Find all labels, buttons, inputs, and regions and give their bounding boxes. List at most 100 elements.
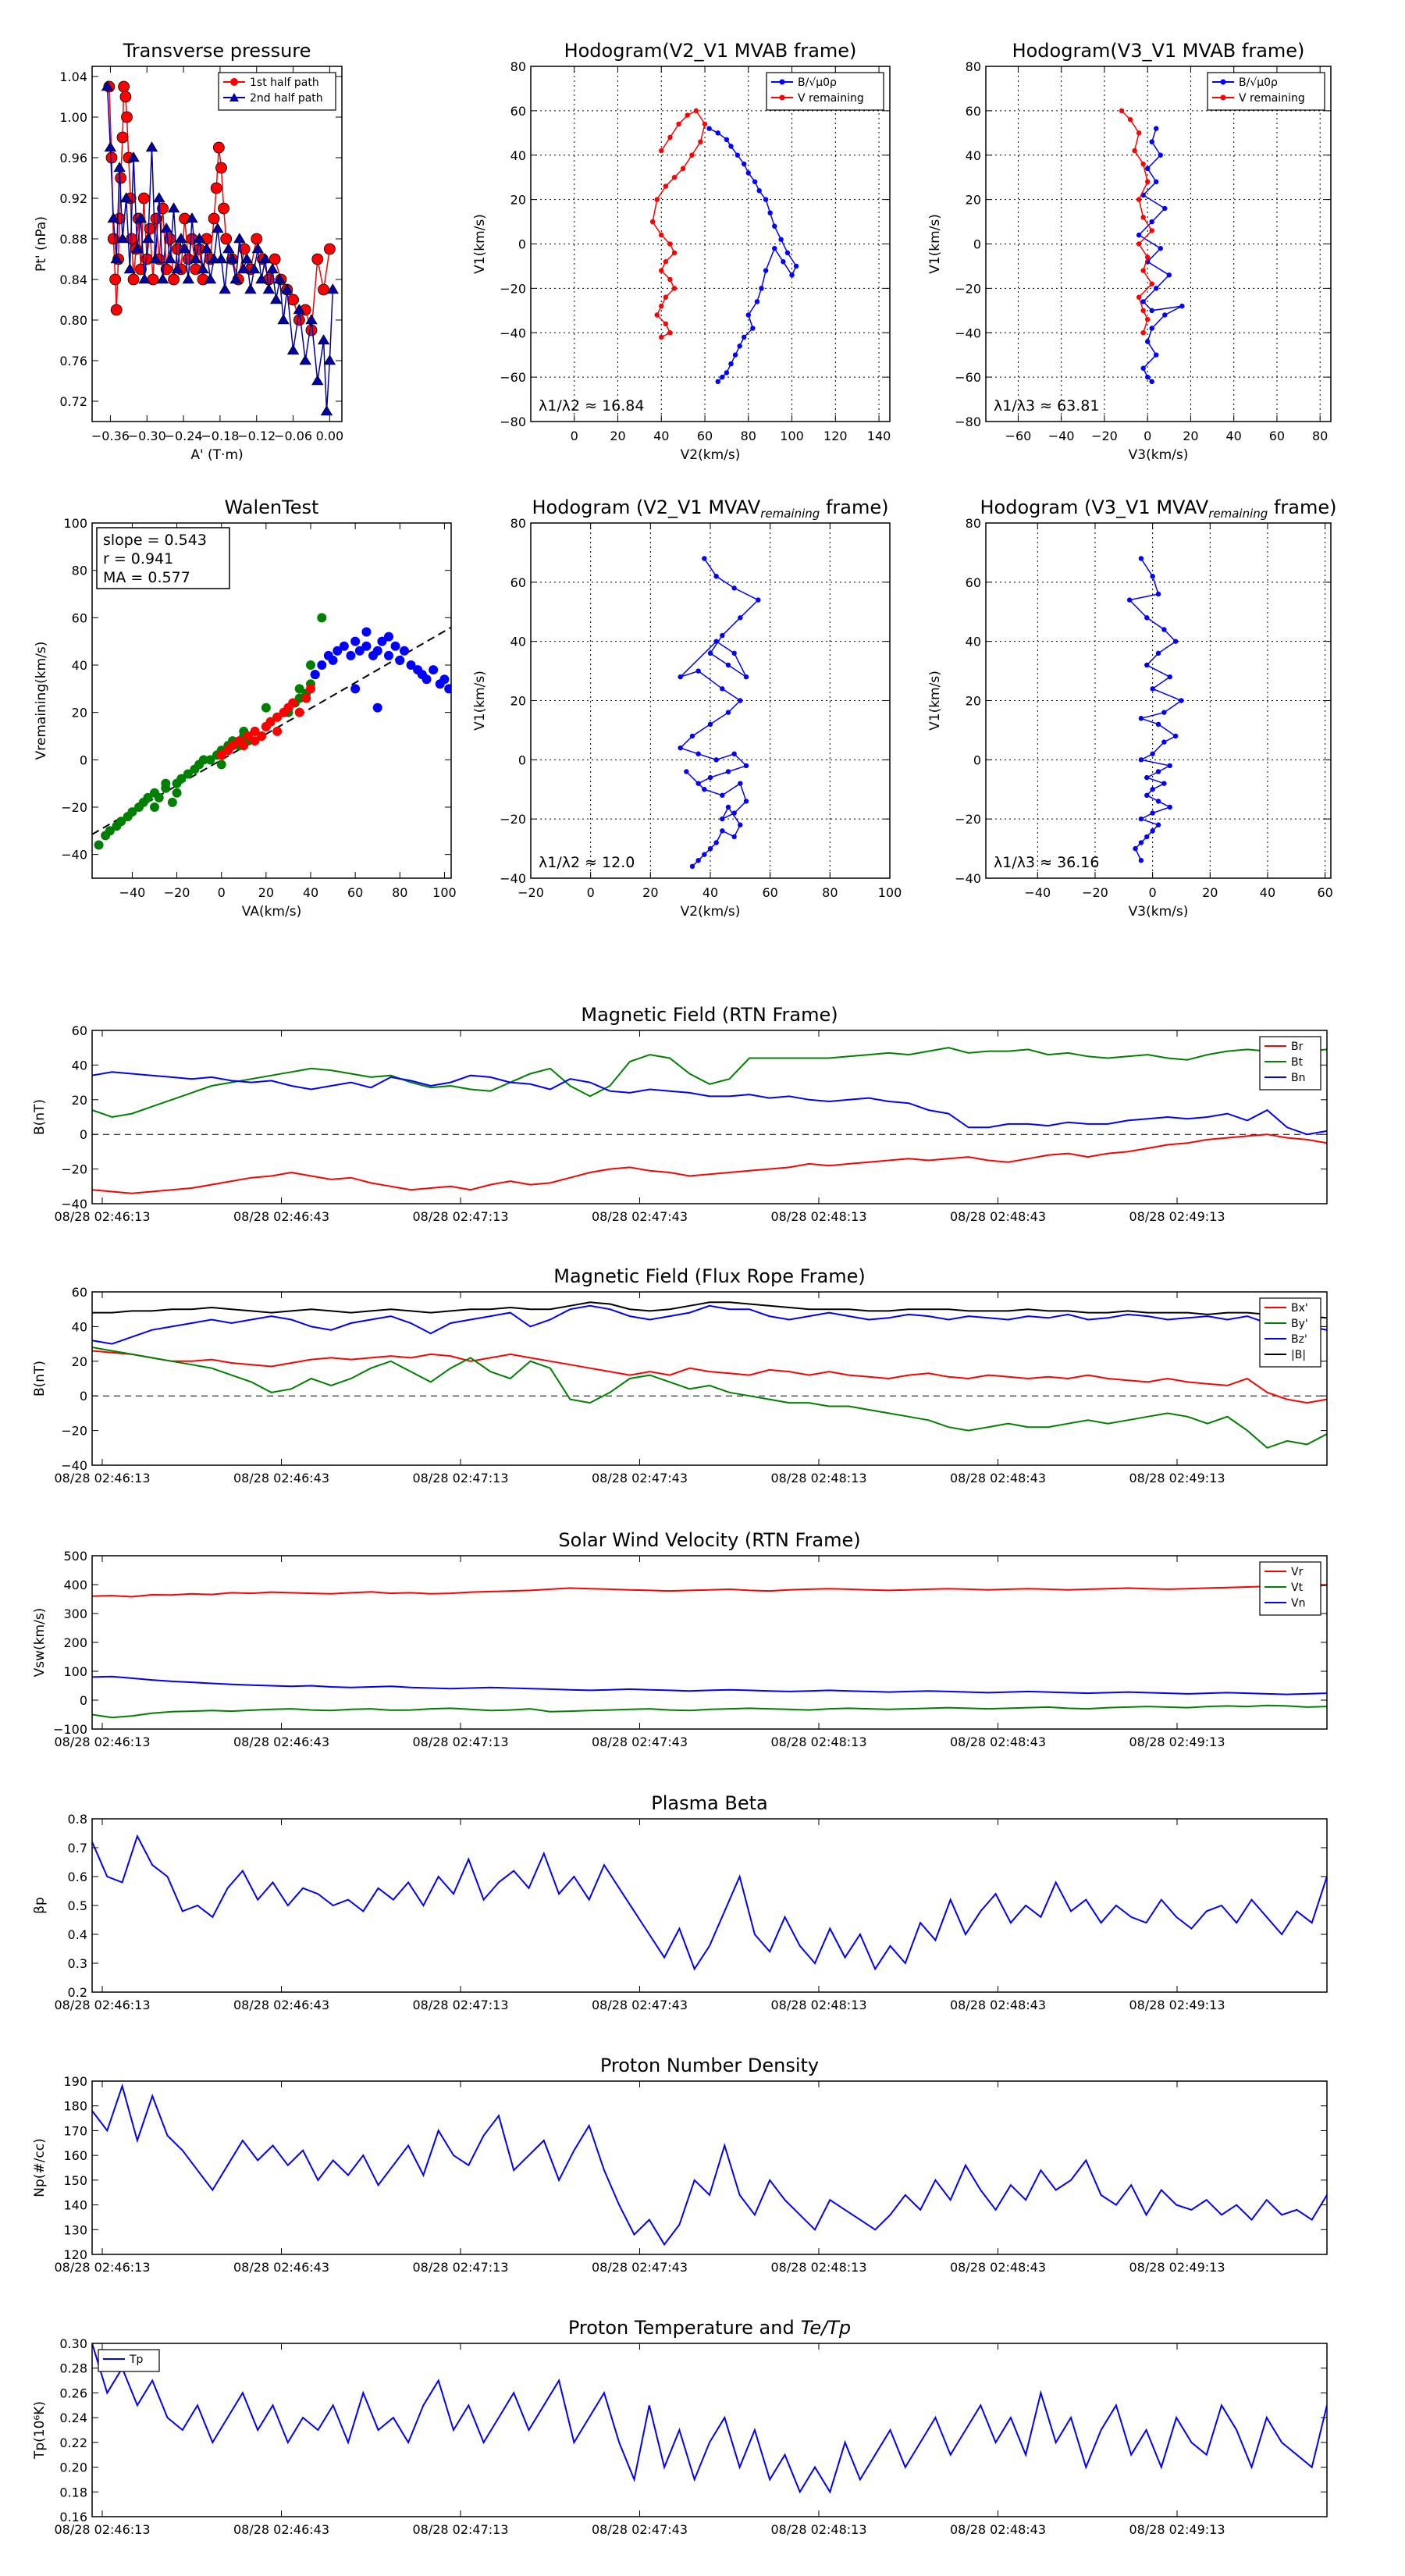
data-point <box>698 139 703 144</box>
legend-box <box>218 72 336 111</box>
data-point <box>667 276 673 283</box>
series-line-1 <box>92 1704 1327 1719</box>
data-point <box>737 343 742 349</box>
y-tick-label: 20 <box>966 193 981 208</box>
data-point <box>121 111 133 123</box>
data-point <box>154 792 164 802</box>
data-point <box>215 253 228 264</box>
y-tick-label: −100 <box>53 1722 87 1737</box>
data-point <box>208 253 220 264</box>
data-point <box>178 243 191 254</box>
plot-area <box>92 1047 1327 1194</box>
data-point <box>1144 254 1151 260</box>
data-point <box>384 632 393 642</box>
x-tick-label: 80 <box>741 429 756 443</box>
y-tick-label: −20 <box>500 812 526 827</box>
data-point <box>731 751 737 756</box>
x-tick-label: 0 <box>1149 885 1157 900</box>
data-point <box>346 650 356 660</box>
legend-box <box>98 2349 160 2372</box>
data-point <box>1138 556 1144 561</box>
plot-area <box>92 1584 1327 1719</box>
y-tick-label: 100 <box>63 1664 87 1679</box>
data-point <box>301 693 311 703</box>
data-point <box>1136 232 1142 238</box>
y-tick-label: 0.16 <box>59 2510 87 2524</box>
y-tick-label: 20 <box>72 706 87 720</box>
x-tick-label: 08/28 02:49:13 <box>1129 2260 1225 2275</box>
y-tick-label: −40 <box>955 326 981 340</box>
x-tick-label: 100 <box>780 429 804 443</box>
legend: Vr Vt Vn <box>1259 1561 1321 1616</box>
data-point <box>1144 792 1150 799</box>
data-point <box>702 787 707 792</box>
y-tick-label: 0.84 <box>59 272 87 287</box>
y-tick-label: 60 <box>72 1023 87 1038</box>
data-point <box>222 243 235 254</box>
data-point <box>250 736 260 746</box>
data-point <box>176 774 187 784</box>
x-tick-label: 80 <box>1312 429 1328 443</box>
data-point <box>233 233 246 244</box>
x-tick-label: 08/28 02:48:13 <box>770 1998 866 2012</box>
data-point <box>257 731 267 741</box>
chart-title-end: frame) <box>820 496 888 518</box>
data-point <box>354 646 365 656</box>
y-tick-label: 180 <box>63 2099 87 2114</box>
data-point <box>1155 822 1161 827</box>
data-point <box>306 684 315 694</box>
data-point <box>305 324 318 336</box>
data-point <box>763 197 769 202</box>
x-axis-label: A' (T·m) <box>190 447 243 463</box>
plot-frame <box>91 66 343 422</box>
legend-label: 2nd half path <box>250 92 323 105</box>
x-tick-label: 08/28 02:46:43 <box>233 1471 329 1485</box>
data-point <box>1136 130 1142 136</box>
y-tick-label: 300 <box>63 1606 87 1621</box>
x-tick-label: 08/28 02:48:13 <box>770 1209 866 1224</box>
data-point <box>715 130 720 136</box>
data-point <box>1161 739 1167 745</box>
y-tick-label: 120 <box>63 2247 87 2262</box>
y-tick-label: −40 <box>955 871 981 886</box>
series-line-1 <box>92 1347 1327 1449</box>
x-axis-label: V2(km/s) <box>681 904 741 920</box>
legend-box <box>1259 1036 1321 1091</box>
x-tick-label: 08/28 02:46:43 <box>233 2522 329 2537</box>
x-tick-label: −40 <box>1048 429 1075 443</box>
y-tick-label: −20 <box>955 281 981 296</box>
x-tick-label: 08/28 02:48:43 <box>950 1735 1046 1749</box>
y-axis-label: Tp(10⁶K) <box>32 2401 48 2460</box>
plot-area <box>1119 108 1185 385</box>
chart-title-text: Proton Number Density <box>600 2055 819 2076</box>
data-point <box>205 755 215 765</box>
data-point <box>720 686 725 692</box>
x-tick-label: −0.36 <box>91 429 130 443</box>
x-tick-label: 100 <box>878 885 902 900</box>
data-point <box>1150 787 1155 792</box>
x-tick-label: 08/28 02:47:13 <box>412 1209 508 1224</box>
data-point <box>1140 299 1146 304</box>
eigenvalue-ratio: λ1/λ2 ≈ 12.0 <box>539 854 635 871</box>
data-point <box>1179 698 1184 703</box>
x-tick-label: 08/28 02:47:13 <box>412 1735 508 1749</box>
data-point <box>149 253 162 264</box>
data-point <box>659 303 664 309</box>
data-point <box>713 639 719 644</box>
chart-title: Proton Temperature and Te/Tp <box>568 2317 851 2339</box>
x-tick-label: 100 <box>432 885 457 900</box>
series-line-2 <box>92 1675 1327 1695</box>
data-point <box>350 636 361 646</box>
y-tick-label: 0.22 <box>59 2435 87 2450</box>
data-point <box>1149 308 1154 314</box>
x-tick-label: −0.30 <box>128 429 166 443</box>
y-tick-label: 80 <box>966 59 981 74</box>
data-point <box>671 174 678 180</box>
legend: B/√μ0ρ V remaining <box>1207 72 1325 111</box>
legend: B/√μ0ρ V remaining <box>766 72 884 111</box>
data-point <box>333 646 343 656</box>
data-point <box>1150 810 1155 816</box>
x-tick-label: 0.00 <box>316 429 344 443</box>
data-point <box>659 148 664 154</box>
y-tick-label: 40 <box>966 635 981 649</box>
